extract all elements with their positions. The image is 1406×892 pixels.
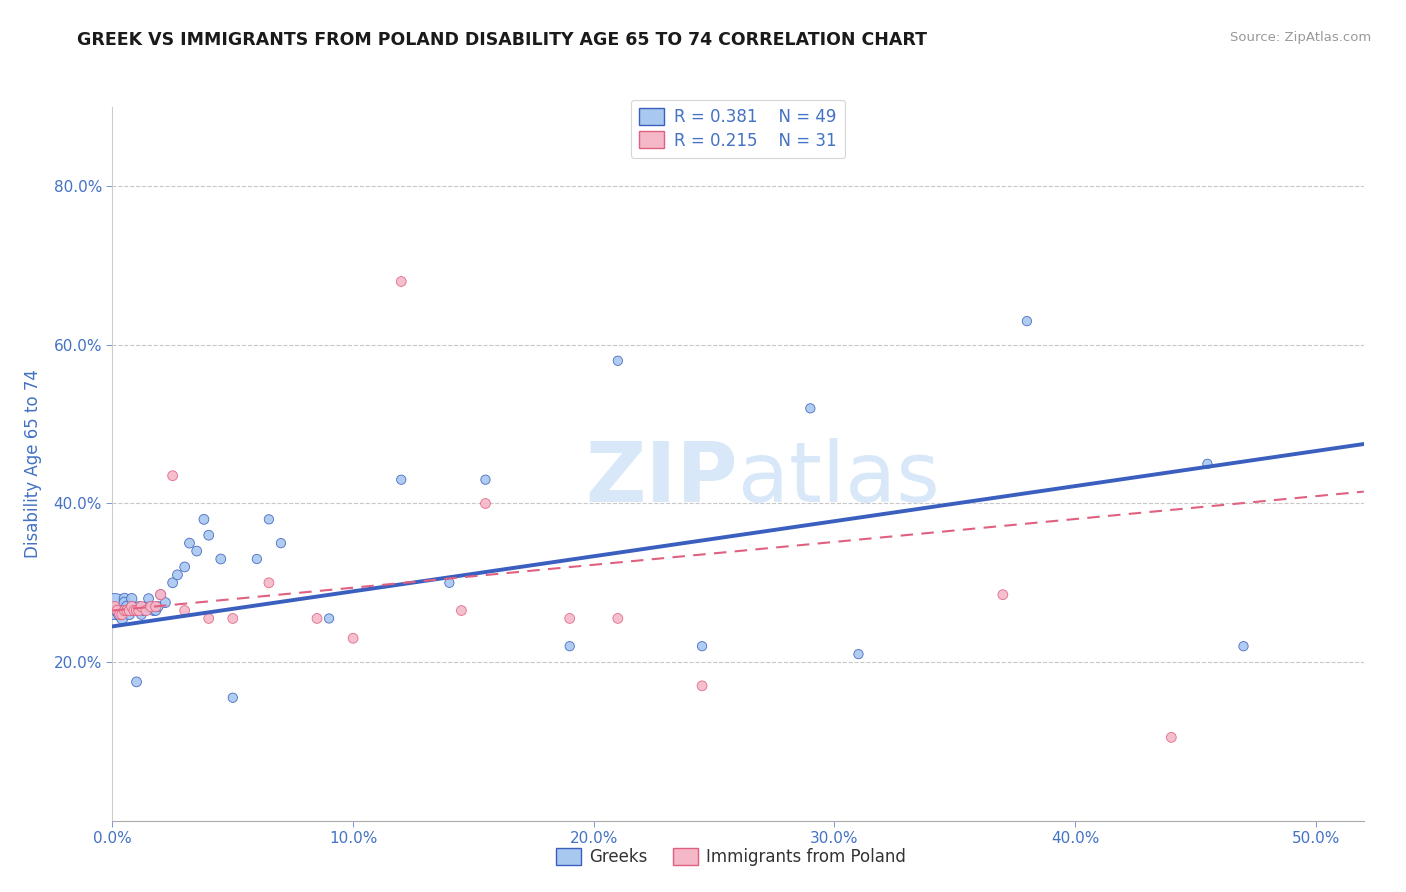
Point xyxy=(142,603,165,617)
Point xyxy=(121,591,143,606)
Point xyxy=(173,560,195,574)
Point xyxy=(257,512,280,526)
Point xyxy=(690,639,713,653)
Point xyxy=(149,588,172,602)
Point xyxy=(474,473,496,487)
Point xyxy=(105,603,128,617)
Text: GREEK VS IMMIGRANTS FROM POLAND DISABILITY AGE 65 TO 74 CORRELATION CHART: GREEK VS IMMIGRANTS FROM POLAND DISABILI… xyxy=(77,31,928,49)
Point xyxy=(114,596,136,610)
Point xyxy=(131,599,153,614)
Point xyxy=(145,599,167,614)
Point xyxy=(122,603,145,617)
Point xyxy=(270,536,292,550)
Point xyxy=(305,611,328,625)
Point xyxy=(145,603,167,617)
Point xyxy=(222,611,245,625)
Point xyxy=(197,611,219,625)
Point xyxy=(991,588,1014,602)
Point xyxy=(118,607,141,622)
Point xyxy=(558,611,581,625)
Point xyxy=(450,603,472,617)
Point xyxy=(166,567,188,582)
Point xyxy=(606,353,628,368)
Point xyxy=(105,603,128,617)
Point xyxy=(118,603,141,617)
Point xyxy=(246,552,269,566)
Point xyxy=(389,275,412,289)
Point xyxy=(121,599,143,614)
Text: ZIP: ZIP xyxy=(586,438,738,518)
Point xyxy=(121,599,143,614)
Point xyxy=(155,596,177,610)
Point xyxy=(104,599,127,614)
Point xyxy=(128,603,150,617)
Legend: Greeks, Immigrants from Poland: Greeks, Immigrants from Poland xyxy=(548,840,914,875)
Point xyxy=(149,588,172,602)
Point xyxy=(173,603,195,617)
Point xyxy=(1015,314,1038,328)
Point xyxy=(606,611,628,625)
Point xyxy=(125,674,148,689)
Point xyxy=(558,639,581,653)
Point xyxy=(108,607,131,622)
Point xyxy=(439,575,461,590)
Text: Source: ZipAtlas.com: Source: ZipAtlas.com xyxy=(1230,31,1371,45)
Point xyxy=(114,591,136,606)
Point xyxy=(257,575,280,590)
Point xyxy=(135,603,157,617)
Point xyxy=(128,599,150,614)
Point xyxy=(115,599,138,614)
Point xyxy=(138,591,160,606)
Point xyxy=(186,544,208,558)
Point xyxy=(132,603,155,617)
Point xyxy=(114,603,136,617)
Point xyxy=(799,401,821,416)
Point xyxy=(148,599,170,614)
Point xyxy=(848,647,870,661)
Point xyxy=(111,607,134,622)
Point xyxy=(111,611,134,625)
Point xyxy=(125,603,148,617)
Point xyxy=(179,536,201,550)
Point xyxy=(1160,731,1182,745)
Point xyxy=(1197,457,1219,471)
Point xyxy=(162,468,184,483)
Point xyxy=(193,512,215,526)
Point xyxy=(318,611,340,625)
Point xyxy=(162,575,184,590)
Point xyxy=(115,603,138,617)
Point xyxy=(389,473,412,487)
Point xyxy=(131,607,153,622)
Point xyxy=(135,599,157,614)
Point xyxy=(108,607,131,622)
Point xyxy=(118,603,141,617)
Point xyxy=(197,528,219,542)
Point xyxy=(474,496,496,510)
Y-axis label: Disability Age 65 to 74: Disability Age 65 to 74 xyxy=(24,369,42,558)
Point xyxy=(690,679,713,693)
Point xyxy=(122,603,145,617)
Point xyxy=(125,603,148,617)
Point xyxy=(1232,639,1254,653)
Point xyxy=(342,632,364,646)
Point xyxy=(139,599,162,614)
Text: atlas: atlas xyxy=(738,438,939,518)
Legend: R = 0.381    N = 49, R = 0.215    N = 31: R = 0.381 N = 49, R = 0.215 N = 31 xyxy=(631,100,845,158)
Point xyxy=(139,599,162,614)
Point xyxy=(104,599,127,614)
Point xyxy=(222,690,245,705)
Point xyxy=(209,552,232,566)
